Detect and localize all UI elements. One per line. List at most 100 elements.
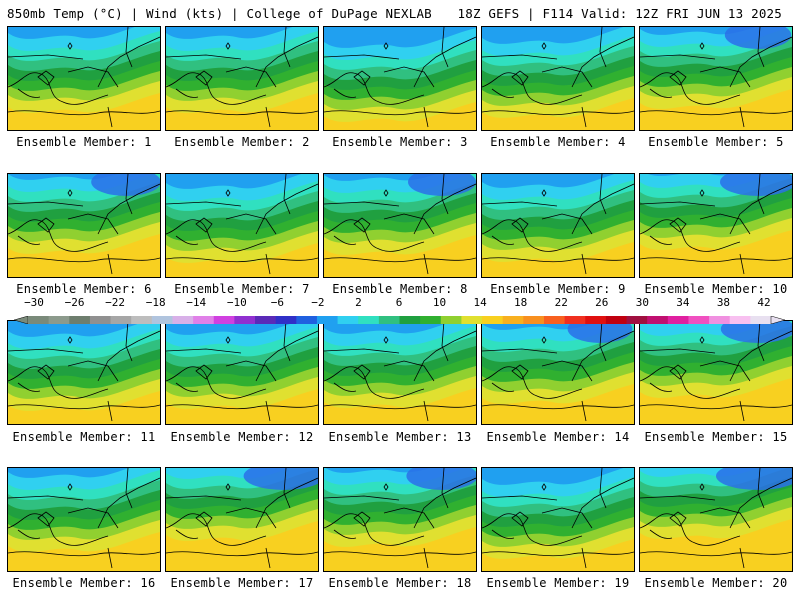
ensemble-panel (165, 173, 319, 278)
colorbar-tick-label: 14 (473, 296, 487, 309)
ensemble-panel (323, 467, 477, 572)
colorbar-swatch (399, 316, 421, 324)
colorbar-swatch (502, 316, 524, 324)
colorbar-tick-label: 38 (716, 296, 731, 309)
colorbar-swatch (729, 316, 751, 324)
colorbar-swatch (482, 316, 504, 324)
colorbar-swatch (709, 316, 731, 324)
member-label: Ensemble Member: 12 (170, 430, 314, 444)
colorbar-swatch (585, 316, 607, 324)
colorbar-tick-label: −30 (24, 296, 44, 309)
colorbar-tick-label: −2 (311, 296, 325, 309)
colorbar-max-arrow (770, 315, 786, 325)
colorbar-tick-label: 42 (757, 296, 771, 309)
colorbar-tick-label: 6 (395, 296, 403, 309)
ensemble-panel (165, 320, 319, 425)
member-label: Ensemble Member: 17 (170, 576, 314, 590)
chart-title: 850mb Temp (°C) | Wind (kts) | College o… (7, 6, 432, 21)
colorbar-tick-label: −22 (105, 296, 126, 309)
member-label: Ensemble Member: 13 (328, 430, 472, 444)
member-label: Ensemble Member: 3 (332, 135, 468, 149)
colorbar-swatch (110, 316, 132, 324)
colorbar-swatch (750, 316, 772, 324)
colorbar-swatch (626, 316, 648, 324)
member-label: Ensemble Member: 1 (16, 135, 152, 149)
ensemble-panel (165, 26, 319, 131)
ensemble-panel (639, 26, 793, 131)
colorbar-tick-label: 26 (595, 296, 609, 309)
colorbar-tick-label: 18 (514, 296, 528, 309)
colorbar-swatch (647, 316, 669, 324)
ensemble-panel (481, 467, 635, 572)
ensemble-panel (7, 467, 161, 572)
member-label: Ensemble Member: 20 (644, 576, 788, 590)
colorbar-swatch (358, 316, 380, 324)
colorbar-swatch (255, 316, 277, 324)
member-label: Ensemble Member: 7 (174, 282, 310, 296)
colorbar-tick-label: 2 (355, 296, 362, 309)
temperature-colorbar (13, 309, 786, 325)
colorbar-tick-label: −14 (186, 296, 207, 309)
member-label: Ensemble Member: 6 (16, 282, 152, 296)
member-label: Ensemble Member: 19 (486, 576, 630, 590)
colorbar-swatch (193, 316, 215, 324)
member-label: Ensemble Member: 8 (332, 282, 468, 296)
colorbar-swatch (69, 316, 91, 324)
ensemble-panel (481, 320, 635, 425)
colorbar-swatch (420, 316, 442, 324)
member-label: Ensemble Member: 9 (490, 282, 626, 296)
colorbar-swatch (275, 316, 297, 324)
colorbar-swatch (461, 316, 483, 324)
member-label: Ensemble Member: 16 (12, 576, 156, 590)
colorbar-tick-label: 34 (676, 296, 690, 309)
ensemble-panel (7, 173, 161, 278)
colorbar-swatch (131, 316, 153, 324)
colorbar-tick-label: 10 (432, 296, 447, 309)
colorbar-swatch (440, 316, 462, 324)
colorbar-swatch (213, 316, 235, 324)
colorbar-swatch (89, 316, 112, 324)
colorbar-swatch (564, 316, 586, 324)
ensemble-panel (323, 173, 477, 278)
ensemble-panel (639, 173, 793, 278)
member-label: Ensemble Member: 10 (644, 282, 788, 296)
colorbar-swatch (688, 316, 710, 324)
colorbar-min-arrow (13, 315, 29, 325)
ensemble-panel (323, 320, 477, 425)
colorbar-swatch (151, 316, 173, 324)
ensemble-panel (165, 467, 319, 572)
ensemble-panel (7, 26, 161, 131)
colorbar-swatch (337, 316, 359, 324)
colorbar-swatch (378, 316, 400, 324)
colorbar-swatch (523, 316, 545, 324)
colorbar-swatch (28, 316, 50, 324)
member-label: Ensemble Member: 11 (12, 430, 156, 444)
colorbar-swatch (234, 316, 256, 324)
colorbar-swatch (172, 316, 194, 324)
run-valid-time: 18Z GEFS | F114 Valid: 12Z FRI JUN 13 20… (457, 6, 782, 21)
ensemble-panel (481, 173, 635, 278)
colorbar-swatch (667, 316, 689, 324)
ensemble-panel (7, 320, 161, 425)
ensemble-panel (639, 320, 793, 425)
ensemble-panel (481, 26, 635, 131)
member-label: Ensemble Member: 14 (486, 430, 630, 444)
colorbar-swatch (543, 316, 566, 324)
colorbar-tick-label: 30 (635, 296, 649, 309)
member-label: Ensemble Member: 4 (490, 135, 626, 149)
colorbar-swatch (316, 316, 339, 324)
colorbar-swatch (296, 316, 318, 324)
colorbar-tick-label: 22 (554, 296, 568, 309)
member-label: Ensemble Member: 2 (174, 135, 310, 149)
ensemble-panel (323, 26, 477, 131)
colorbar-tick-label: −18 (145, 296, 166, 309)
colorbar-swatch (48, 316, 70, 324)
member-label: Ensemble Member: 5 (648, 135, 784, 149)
colorbar-tick-label: −26 (64, 296, 85, 309)
colorbar-tick-label: −10 (226, 296, 247, 309)
colorbar-tick-label: −6 (270, 296, 284, 309)
member-label: Ensemble Member: 15 (644, 430, 788, 444)
member-label: Ensemble Member: 18 (328, 576, 472, 590)
colorbar-swatch (605, 316, 628, 324)
ensemble-panel (639, 467, 793, 572)
